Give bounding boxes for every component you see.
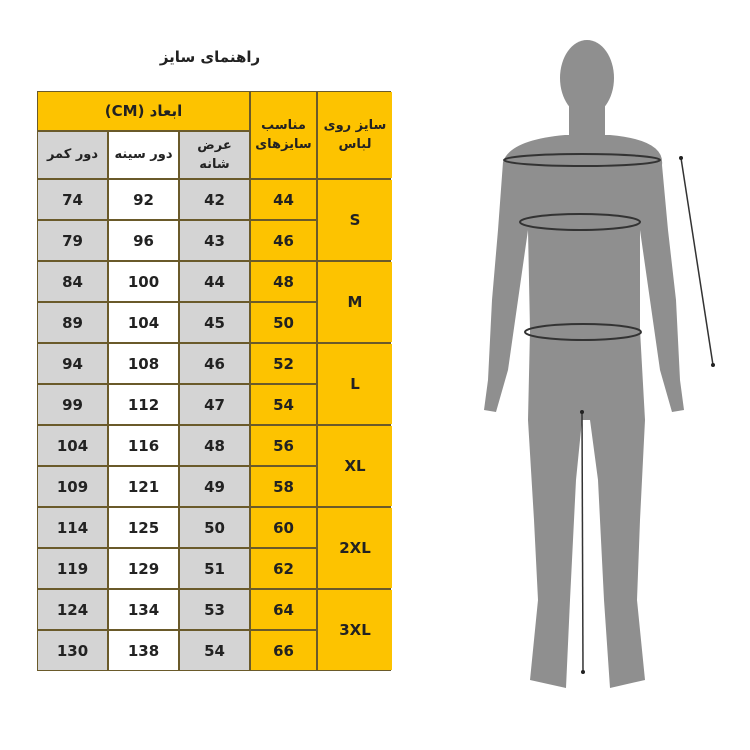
- cell-chest: 92: [109, 180, 178, 219]
- cell-chest: 121: [109, 467, 178, 506]
- cell-chest: 112: [109, 385, 178, 424]
- cell-shoulder: 44: [180, 262, 249, 301]
- cell-shoulder: 45: [180, 303, 249, 342]
- cell-chest: 125: [109, 508, 178, 547]
- cell-suit: 60: [251, 508, 316, 547]
- cell-shoulder: 50: [180, 508, 249, 547]
- cell-shoulder: 42: [180, 180, 249, 219]
- cell-shoulder: 54: [180, 631, 249, 670]
- cell-shoulder: 49: [180, 467, 249, 506]
- cell-waist: 89: [38, 303, 107, 342]
- human-silhouette-icon: [484, 40, 715, 688]
- cell-shoulder: 51: [180, 549, 249, 588]
- chest-header: دور سینه: [109, 132, 178, 178]
- cell-waist: 84: [38, 262, 107, 301]
- cell-waist: 104: [38, 426, 107, 465]
- cell-waist: 109: [38, 467, 107, 506]
- size-label: M: [318, 262, 392, 342]
- cell-suit: 52: [251, 344, 316, 383]
- cell-waist: 94: [38, 344, 107, 383]
- cell-suit: 56: [251, 426, 316, 465]
- size-table: ابعاد (CM) مناسب سایزهای سایز روی لباس د…: [37, 91, 392, 671]
- suitable-sizes-header: مناسب سایزهای: [251, 92, 316, 178]
- cell-waist: 124: [38, 590, 107, 629]
- size-label: S: [318, 180, 392, 260]
- cell-chest: 129: [109, 549, 178, 588]
- cell-waist: 99: [38, 385, 107, 424]
- cell-suit: 50: [251, 303, 316, 342]
- cell-shoulder: 43: [180, 221, 249, 260]
- cell-waist: 79: [38, 221, 107, 260]
- cell-waist: 74: [38, 180, 107, 219]
- size-label: L: [318, 344, 392, 424]
- size-label: 3XL: [318, 590, 392, 670]
- page-title: راهنمای سایز: [159, 48, 261, 66]
- shoulder-header: عرض شانه: [180, 132, 249, 178]
- cell-suit: 44: [251, 180, 316, 219]
- cell-suit: 66: [251, 631, 316, 670]
- cell-chest: 134: [109, 590, 178, 629]
- cell-shoulder: 46: [180, 344, 249, 383]
- cell-waist: 114: [38, 508, 107, 547]
- cell-shoulder: 53: [180, 590, 249, 629]
- cell-suit: 54: [251, 385, 316, 424]
- cell-chest: 104: [109, 303, 178, 342]
- waist-header: دور کمر: [38, 132, 107, 178]
- cell-shoulder: 48: [180, 426, 249, 465]
- cell-chest: 116: [109, 426, 178, 465]
- cell-shoulder: 47: [180, 385, 249, 424]
- cell-suit: 46: [251, 221, 316, 260]
- dimensions-header: ابعاد (CM): [38, 92, 249, 130]
- cell-chest: 138: [109, 631, 178, 670]
- size-label: 2XL: [318, 508, 392, 588]
- cell-suit: 58: [251, 467, 316, 506]
- cell-suit: 64: [251, 590, 316, 629]
- cell-suit: 62: [251, 549, 316, 588]
- cell-waist: 130: [38, 631, 107, 670]
- cell-chest: 108: [109, 344, 178, 383]
- garment-size-header: سایز روی لباس: [318, 92, 392, 178]
- cell-chest: 100: [109, 262, 178, 301]
- cell-suit: 48: [251, 262, 316, 301]
- cell-waist: 119: [38, 549, 107, 588]
- size-label: XL: [318, 426, 392, 506]
- cell-chest: 96: [109, 221, 178, 260]
